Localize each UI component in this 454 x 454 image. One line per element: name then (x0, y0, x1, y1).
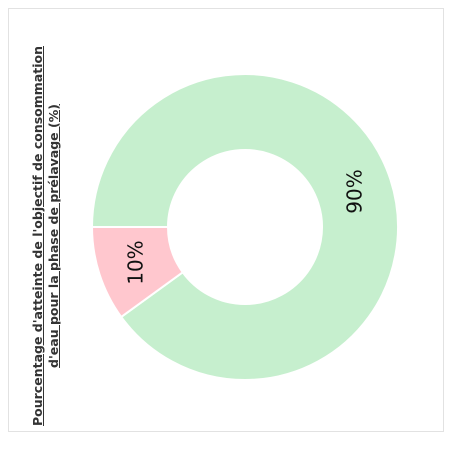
slice-label-0: 90% (342, 169, 366, 213)
donut-slice-1 (90, 226, 185, 319)
donut-slice-0 (90, 73, 399, 381)
slice-label-1: 10% (124, 240, 148, 284)
